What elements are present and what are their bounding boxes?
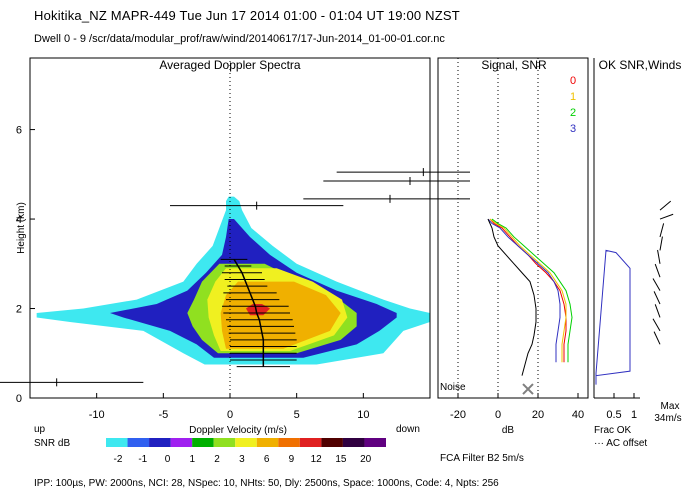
frac-ok-tick-label: 1 <box>631 409 637 421</box>
snr-title: Signal, SNR <box>481 58 547 72</box>
x-axis-label: Doppler Velocity (m/s) <box>189 425 287 436</box>
snr-channel-label-3: 3 <box>570 123 576 135</box>
snr-x-tick-label: 20 <box>532 409 544 421</box>
page-title: Hokitika_NZ MAPR-449 Tue Jun 17 2014 01:… <box>34 8 460 23</box>
legend-tick-label: 0 <box>165 454 171 465</box>
snr-series-2 <box>491 218 573 363</box>
legend-color-box <box>149 438 171 447</box>
noise-label: Noise <box>440 382 466 393</box>
snr-x-tick-label: -20 <box>450 409 466 421</box>
snr-x-tick-label: 0 <box>495 409 501 421</box>
x-tick-label: 5 <box>294 409 300 421</box>
wind-vector <box>653 291 661 305</box>
wind-vector <box>659 236 663 251</box>
winds-title: OK SNR,Winds <box>599 58 682 72</box>
radar-parameters: IPP: 100µs, PW: 2000ns, NCI: 28, NSpec: … <box>34 478 499 489</box>
x-tick-label: -5 <box>158 409 168 421</box>
snr-series-signal <box>487 218 537 376</box>
wind-vector <box>659 213 674 220</box>
wind-estimate-line <box>233 258 265 367</box>
legend-down-label: down <box>396 424 420 435</box>
x-tick-label: 10 <box>357 409 369 421</box>
snr-contour-6 <box>220 281 341 349</box>
filter-label: FCA Filter B2 5m/s <box>440 453 524 464</box>
wind-vector <box>652 318 661 332</box>
legend-snr-label: SNR dB <box>34 438 70 449</box>
wind-vector <box>657 249 661 264</box>
spectra-title: Averaged Doppler Spectra <box>159 58 301 72</box>
wind-vector <box>654 304 661 318</box>
legend-up-label: up <box>34 424 46 435</box>
max-label: Max <box>661 401 680 412</box>
y-tick-label: 6 <box>16 125 22 137</box>
wind-vector <box>659 200 672 211</box>
legend-color-box <box>106 438 128 447</box>
snr-series-3 <box>487 218 561 363</box>
frac-ok-tick-label: 0.5 <box>606 409 621 421</box>
legend-tick-label: 20 <box>360 454 372 465</box>
legend-tick-label: 9 <box>289 454 295 465</box>
file-path-subtitle: Dwell 0 - 9 /scr/data/modular_prof/raw/w… <box>34 33 445 45</box>
legend-color-box <box>364 438 386 447</box>
legend-color-box <box>192 438 214 447</box>
legend-tick-label: 15 <box>335 454 347 465</box>
legend-color-box <box>213 438 236 447</box>
legend-color-box <box>299 438 322 447</box>
wind-vector <box>659 223 665 238</box>
legend-tick-label: -2 <box>114 454 123 465</box>
snr-channel-label-0: 0 <box>570 75 576 87</box>
x-tick-label: -10 <box>89 409 105 421</box>
legend-color-box <box>127 438 150 447</box>
y-tick-label: 2 <box>16 304 22 316</box>
wind-vector <box>653 331 661 345</box>
snr-x-tick-label: 40 <box>572 409 584 421</box>
legend-color-box <box>342 438 365 447</box>
wind-vector <box>654 263 661 278</box>
legend-tick-label: 3 <box>239 454 245 465</box>
frac-ok-label: Frac OK <box>594 425 632 436</box>
legend-color-box <box>170 438 193 447</box>
legend-tick-label: -1 <box>138 454 147 465</box>
legend-color-box <box>256 438 279 447</box>
legend-tick-label: 2 <box>214 454 220 465</box>
snr-channel-label-2: 2 <box>570 107 576 119</box>
noise-marker <box>522 383 534 395</box>
y-tick-label: 0 <box>16 393 22 405</box>
snr-contour-12 <box>246 304 270 316</box>
legend-tick-label: 1 <box>190 454 196 465</box>
legend-color-box <box>235 438 257 447</box>
wind-vector <box>652 278 661 291</box>
snr-frame <box>437 57 589 399</box>
x-tick-label: 0 <box>227 409 233 421</box>
snr-series-0 <box>489 218 567 363</box>
legend-color-box <box>321 438 343 447</box>
legend-color-box <box>278 438 300 447</box>
legend-tick-label: 12 <box>311 454 323 465</box>
frac-ok-line <box>595 249 631 385</box>
snr-x-axis-label: dB <box>502 425 515 436</box>
y-tick-label: 4 <box>16 214 22 226</box>
legend-tick-label: 6 <box>264 454 270 465</box>
y-axis-label: Height (km) <box>16 202 27 254</box>
snr-series-1 <box>489 218 567 363</box>
snr-channel-label-1: 1 <box>570 91 576 103</box>
max-value-label: 34m/s <box>654 413 681 424</box>
ac-offset-label: ··· AC offset <box>594 438 647 449</box>
